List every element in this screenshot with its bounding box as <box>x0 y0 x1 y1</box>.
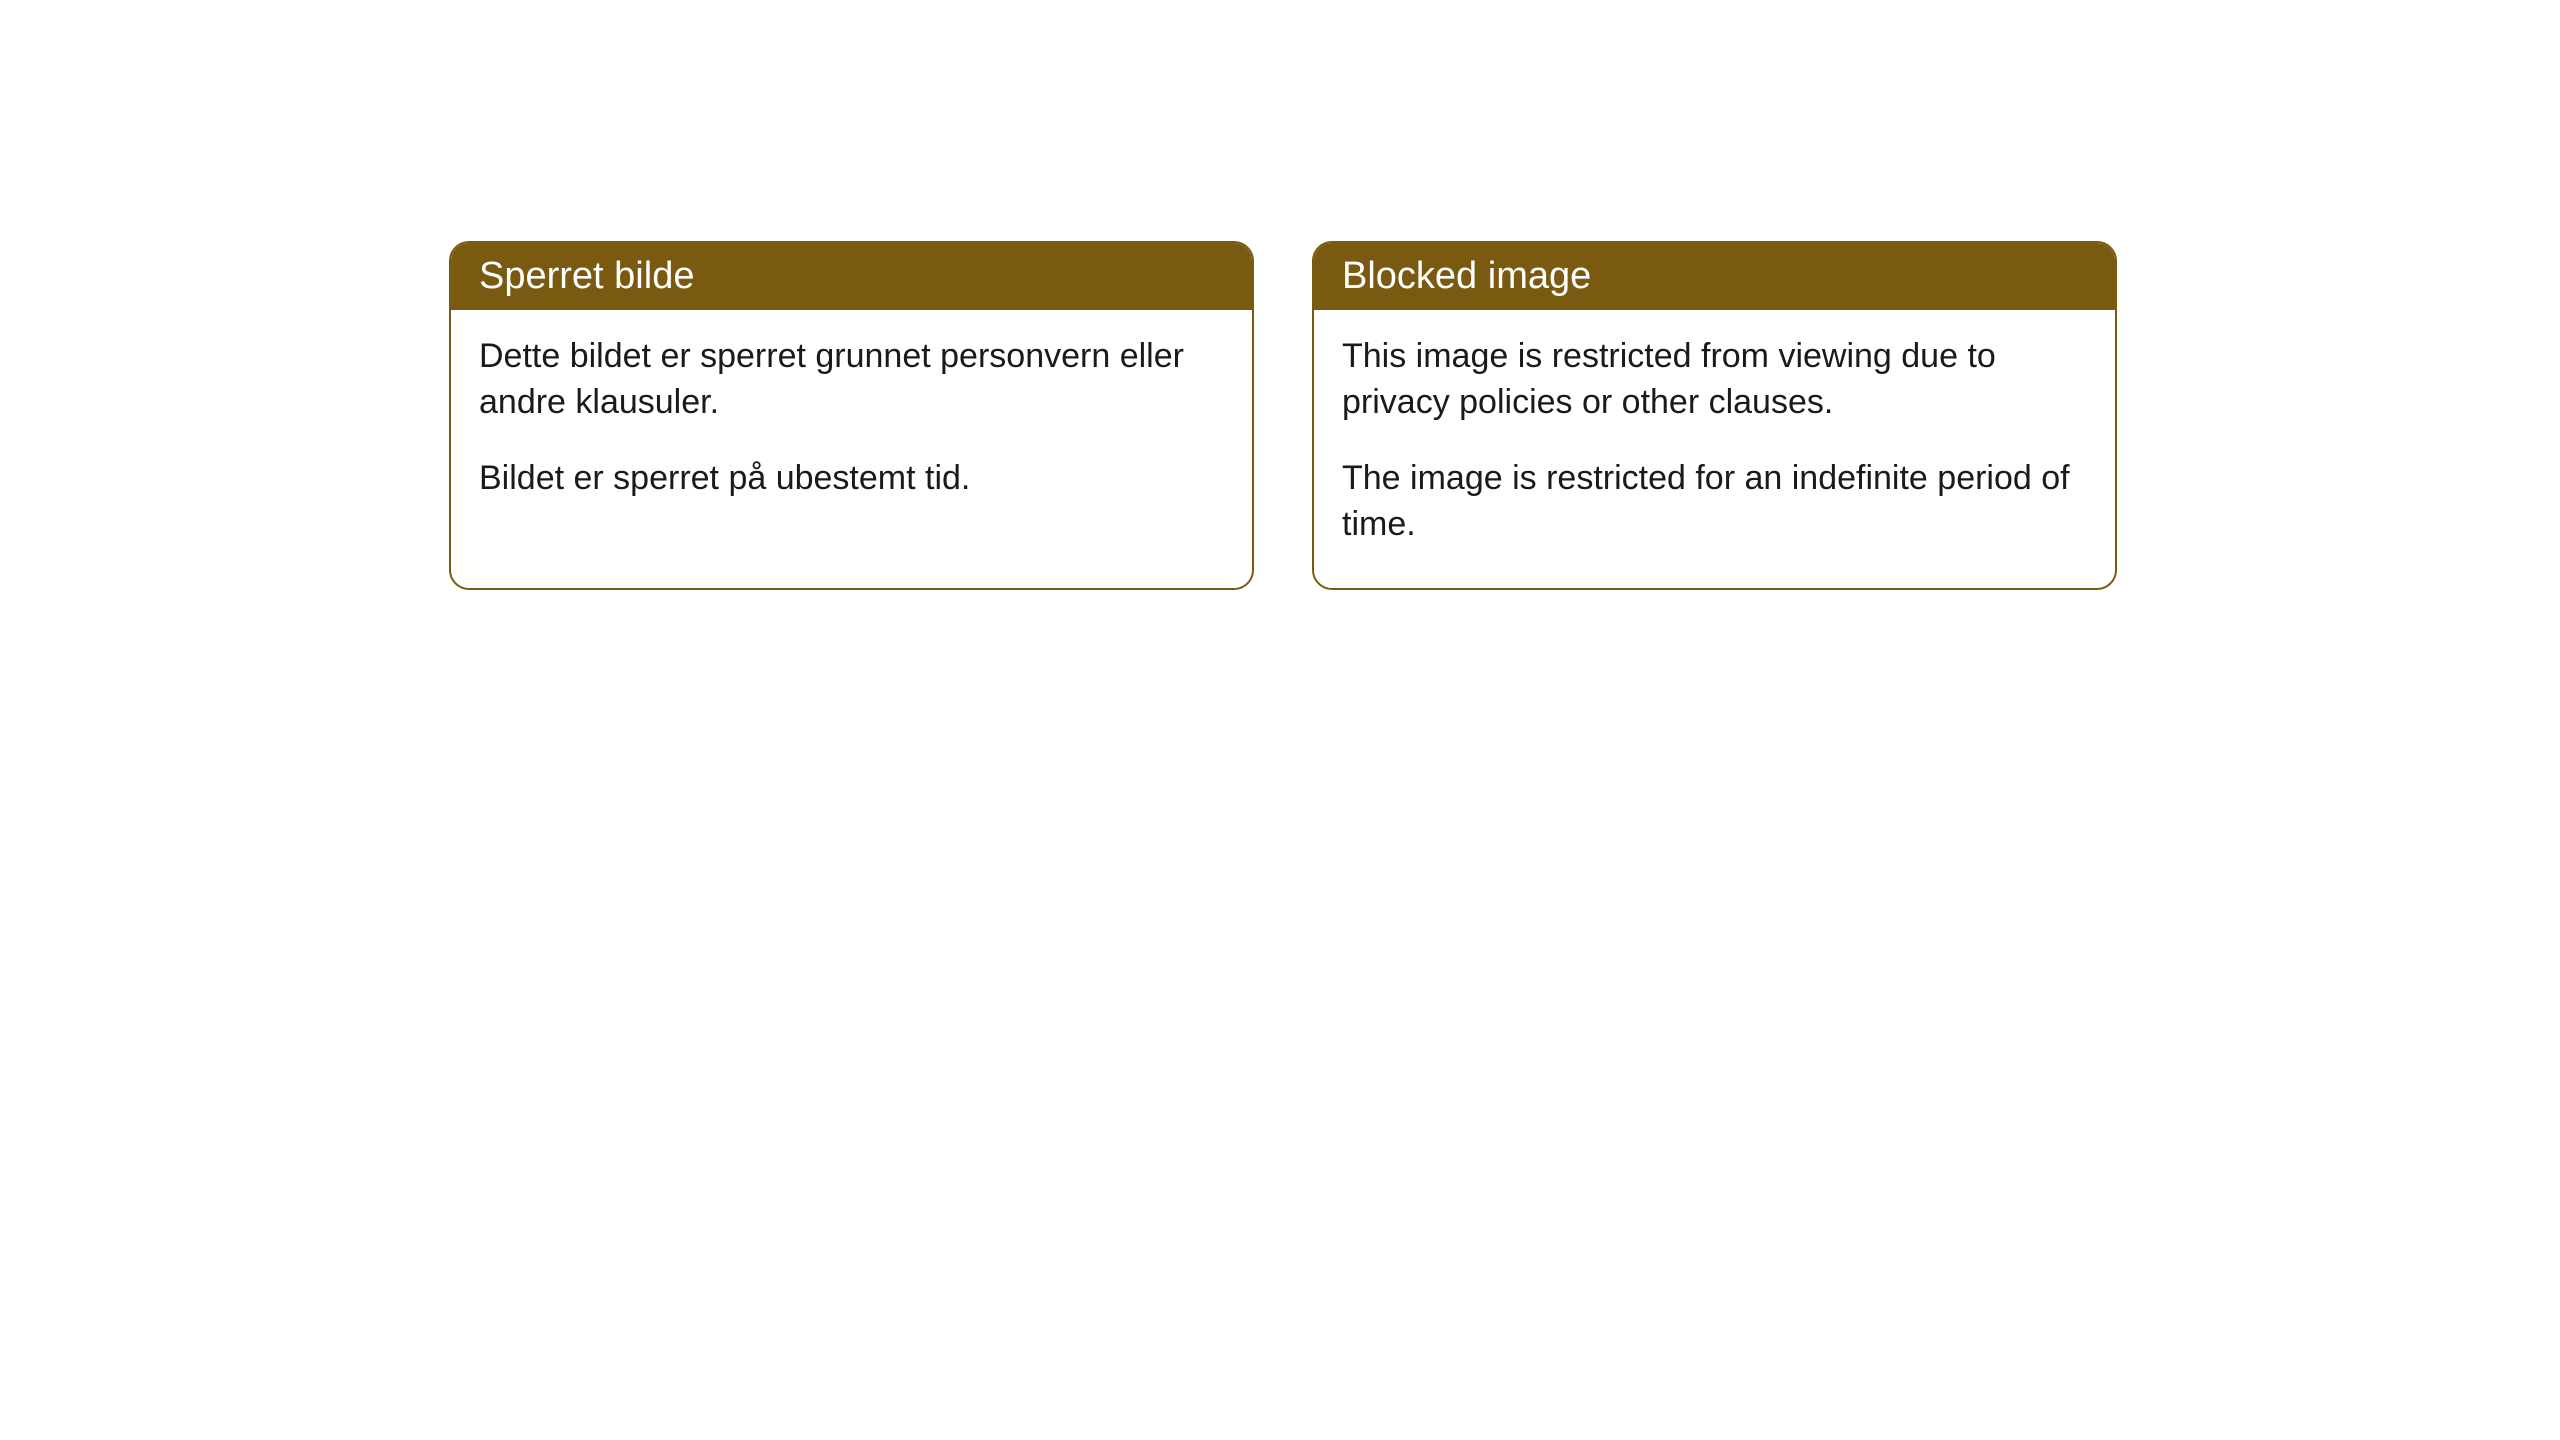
blocked-image-card-no: Sperret bilde Dette bildet er sperret gr… <box>449 241 1254 590</box>
card-paragraph-no-2: Bildet er sperret på ubestemt tid. <box>479 456 1224 502</box>
card-title-no: Sperret bilde <box>451 243 1252 310</box>
card-title-en: Blocked image <box>1314 243 2115 310</box>
notice-card-row: Sperret bilde Dette bildet er sperret gr… <box>449 241 2117 590</box>
card-paragraph-en-2: The image is restricted for an indefinit… <box>1342 456 2087 548</box>
blocked-image-card-en: Blocked image This image is restricted f… <box>1312 241 2117 590</box>
card-paragraph-no-1: Dette bildet er sperret grunnet personve… <box>479 334 1224 426</box>
card-paragraph-en-1: This image is restricted from viewing du… <box>1342 334 2087 426</box>
card-body-en: This image is restricted from viewing du… <box>1314 310 2115 588</box>
card-body-no: Dette bildet er sperret grunnet personve… <box>451 310 1252 542</box>
